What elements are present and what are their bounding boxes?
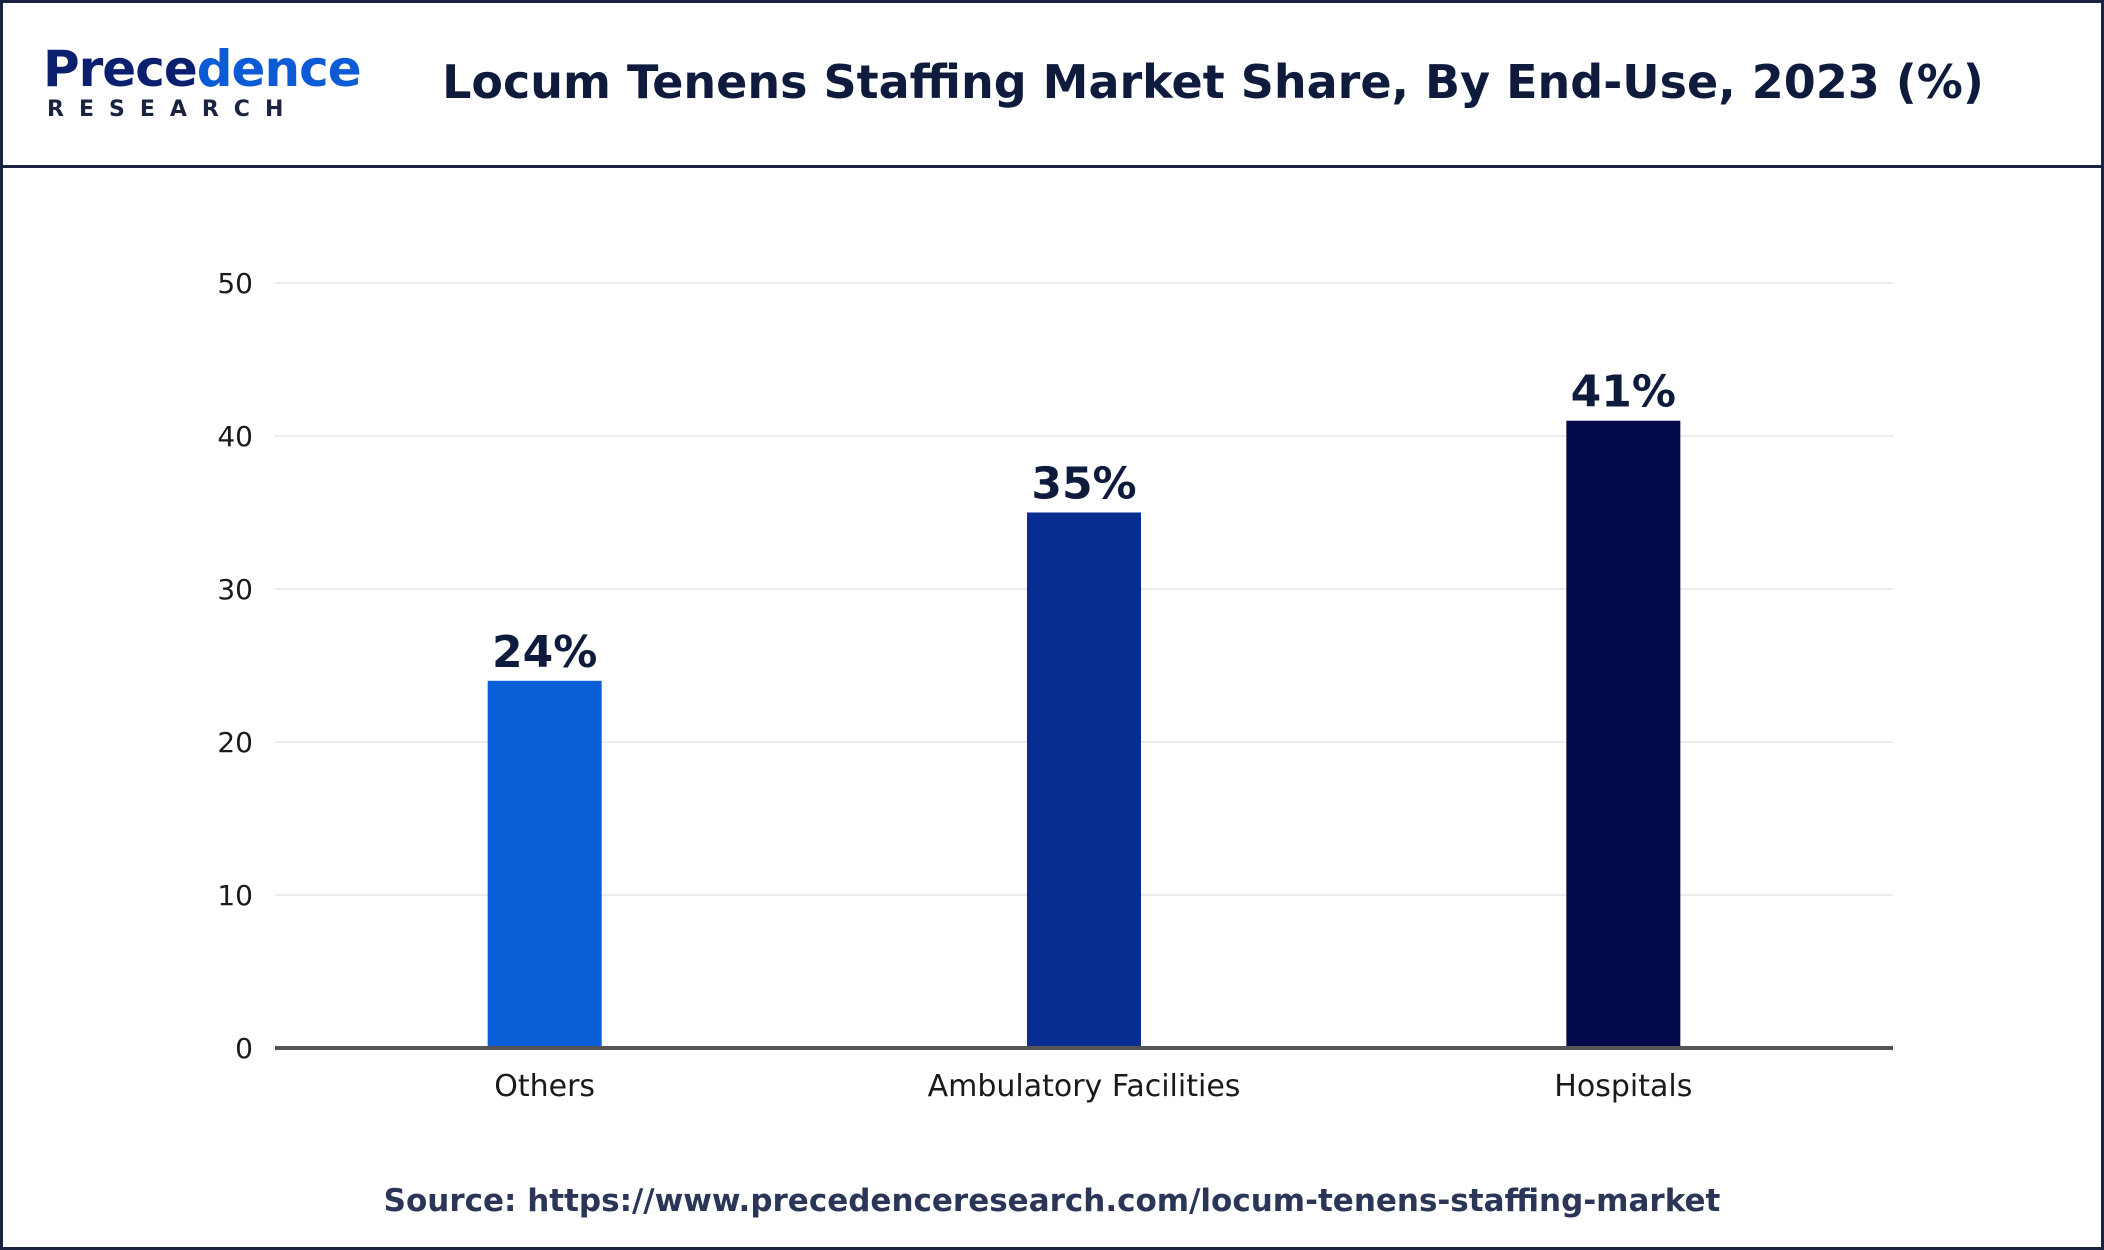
data-label: 35% bbox=[1031, 459, 1136, 510]
chart-title: Locum Tenens Staffing Market Share, By E… bbox=[442, 55, 1984, 109]
bar-hospitals bbox=[1566, 420, 1681, 1046]
logo-subtitle: RESEARCH bbox=[47, 97, 299, 122]
bar-chart: 0 10 20 30 40 50 24% Others 35% Ambulatory Facili… bbox=[217, 267, 1893, 1104]
y-tick-label: 20 bbox=[217, 726, 253, 759]
logo-wordmark: Precedence bbox=[43, 39, 362, 99]
x-tick-label: Others bbox=[494, 1069, 595, 1104]
y-tick-label: 30 bbox=[217, 573, 253, 606]
data-label: 41% bbox=[1571, 367, 1676, 418]
source-citation: Source: https://www.precedenceresearch.c… bbox=[383, 1183, 1721, 1219]
y-tick-label: 40 bbox=[217, 420, 253, 453]
bar-others bbox=[487, 680, 602, 1046]
y-tick-label: 10 bbox=[217, 879, 253, 912]
bar-ambulatory-facilities bbox=[1027, 512, 1141, 1046]
y-tick-label: 0 bbox=[235, 1032, 253, 1065]
y-tick-label: 50 bbox=[217, 267, 253, 300]
header: Precedence RESEARCH Locum Tenens Staffin… bbox=[3, 3, 2101, 168]
logo-word-tail: dence bbox=[196, 40, 362, 98]
precedence-research-logo: Precedence RESEARCH bbox=[43, 39, 362, 129]
x-tick-label: Hospitals bbox=[1554, 1069, 1692, 1104]
data-label: 24% bbox=[492, 627, 597, 678]
x-tick-label: Ambulatory Facilities bbox=[928, 1069, 1241, 1104]
logo-word-main: Prece bbox=[43, 40, 198, 98]
